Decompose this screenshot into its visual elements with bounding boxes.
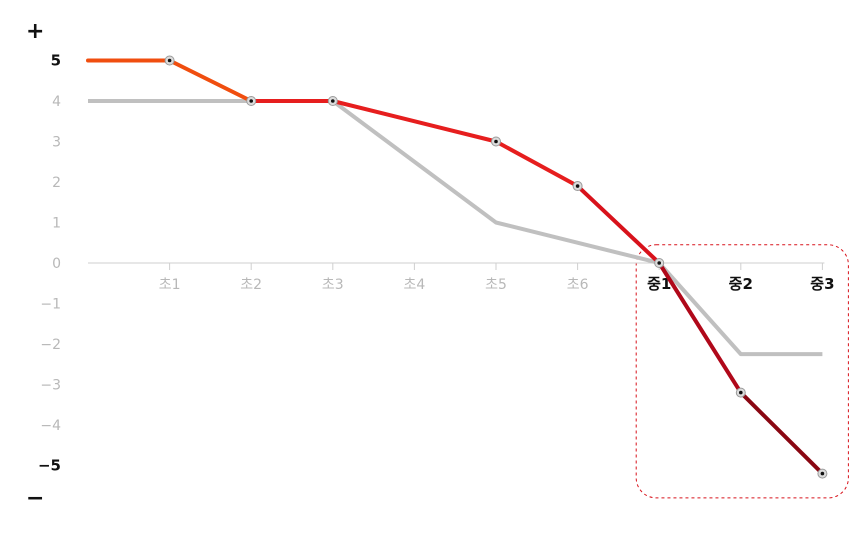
data-point-center [575,184,580,188]
y-tick-label: −5 [38,457,61,475]
y-tick-label: −4 [40,418,61,434]
x-tick-label: 중3 [810,275,834,293]
data-point-center [739,390,743,395]
y-tick-label: −2 [40,337,61,353]
data-point-center [820,471,825,476]
series-line-segment [657,261,743,395]
data-point-center [331,99,335,103]
y-tick-label: −3 [40,378,61,394]
x-tick-label: 초1 [159,277,181,293]
data-point-center [494,139,498,144]
series-line [88,99,823,357]
y-tick-label: 0 [52,256,61,272]
axes: 초1 초2 초3 초4 초5 초6 중1 중2 중3 5 4 3 2 1 0 −1 −2 −3 −4 −5 [38,52,835,475]
series-line-segment [575,184,662,265]
highlight-box [635,244,849,499]
x-tick-label: 초2 [240,277,262,293]
series-line-segment [167,58,254,103]
series-line-segment [494,139,580,189]
y-tick-label: 2 [52,175,61,191]
y-tick-label: 1 [52,216,61,232]
y-tick-label: 4 [52,94,61,110]
series-line-segment [330,99,498,144]
data-markers [164,55,828,479]
y-tick-label: −1 [40,297,61,313]
data-point-center [249,99,253,103]
x-tick-label: 초6 [567,277,589,293]
y-tick-label: 5 [51,52,61,70]
data-point-center [657,261,661,265]
highlight-region [635,244,849,499]
data-point-center [167,58,172,63]
y-tick-label: 3 [52,135,61,151]
positive-sign-label: + [26,19,44,44]
x-tick-label: 중1 [647,275,671,293]
series-lines [86,58,825,476]
x-tick-label: 초3 [322,277,344,293]
x-tick-label: 초4 [404,277,426,293]
negative-sign-label: − [26,486,44,511]
series-line-segment [738,390,825,476]
x-tick-label: 초5 [485,277,507,293]
x-tick-label: 중2 [729,275,753,293]
